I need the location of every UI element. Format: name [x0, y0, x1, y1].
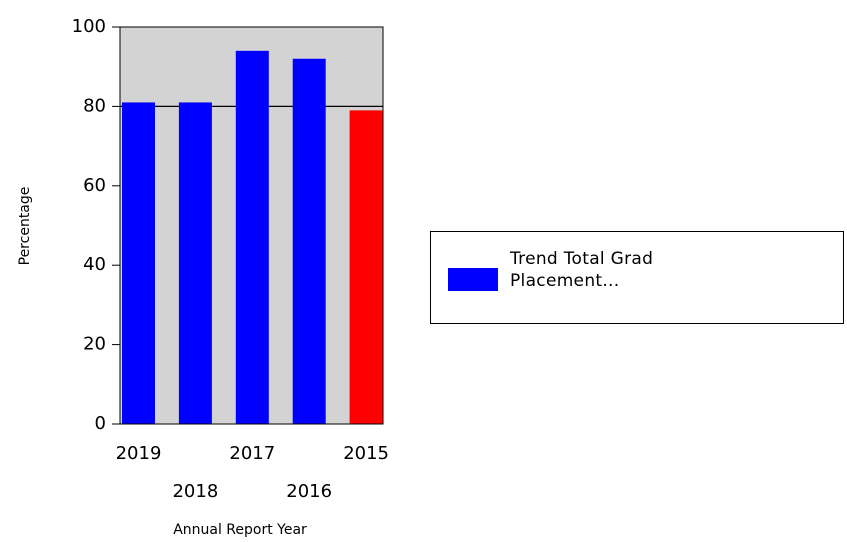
x-tick-label: 2019: [116, 443, 162, 464]
bar: [235, 50, 269, 424]
y-tick-label: 20: [83, 334, 106, 355]
y-tick-label: 40: [83, 254, 106, 275]
bar: [122, 102, 155, 425]
bar: [178, 102, 212, 425]
x-tick-label: 2018: [172, 481, 218, 502]
y-tick-label: 80: [83, 95, 106, 116]
x-axis-title: Annual Report Year: [173, 522, 307, 538]
y-axis-title: Percentage: [17, 187, 33, 266]
legend-swatch: [448, 268, 498, 291]
legend: Trend Total Grad Placement...: [430, 231, 844, 324]
y-tick-label: 0: [95, 413, 106, 434]
x-tick-label: 2016: [286, 481, 332, 502]
bar: [349, 110, 383, 425]
y-tick-label: 60: [83, 175, 106, 196]
bar: [292, 58, 326, 424]
y-tick-label: 100: [72, 16, 106, 37]
x-tick-label: 2017: [229, 443, 275, 464]
x-tick-label: 2015: [343, 443, 389, 464]
legend-label: Trend Total Grad Placement...: [510, 249, 654, 291]
